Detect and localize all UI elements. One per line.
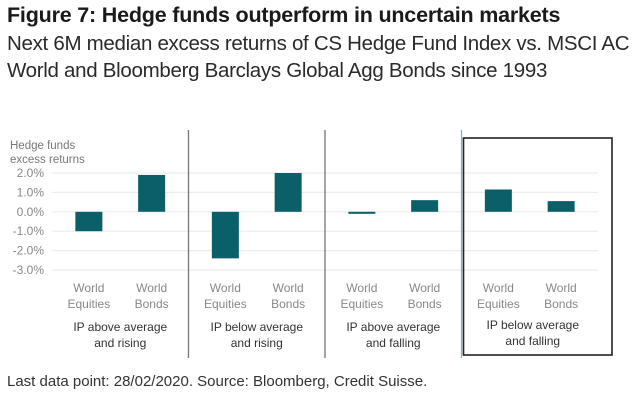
y-axis-label-line-1: Hedge funds <box>10 140 75 152</box>
group-label-line-1: IP above average <box>73 320 167 334</box>
y-tick-label: 0.0% <box>17 205 45 219</box>
category-label-line-2: Bonds <box>271 297 305 311</box>
bar <box>138 174 166 212</box>
y-tick-label: 2.0% <box>17 166 45 180</box>
group-label-line-1: IP below average <box>210 320 303 334</box>
group-dividers <box>187 130 463 358</box>
group-label-line-2: and rising <box>94 336 146 350</box>
y-axis: Hedge funds excess returns 2.0% 1.0% 0.0% -… <box>10 140 85 277</box>
y-tick-label: -3.0% <box>13 263 45 277</box>
category-label-line-2: Bonds <box>544 297 578 311</box>
highlight-box <box>462 137 613 356</box>
category-label-line-2: Equities <box>477 297 520 311</box>
bar <box>411 200 439 212</box>
category-label-line-2: Equities <box>68 297 111 311</box>
y-tick-label: -1.0% <box>13 224 45 238</box>
bar <box>547 201 575 212</box>
category-label-line-1: World <box>73 281 104 295</box>
group-label-line-2: and falling <box>366 336 421 350</box>
y-axis-label-line-2: excess returns <box>10 154 85 166</box>
bar <box>211 211 239 259</box>
bars <box>75 173 575 259</box>
group-label-line-1: IP above average <box>346 320 440 334</box>
y-tick-label: 1.0% <box>17 185 45 199</box>
bar <box>274 173 302 212</box>
category-label-line-1: World <box>546 281 577 295</box>
group-label-line-2: and falling <box>505 334 560 348</box>
category-label-line-1: World <box>273 281 304 295</box>
category-label-line-1: World <box>409 281 440 295</box>
bar <box>348 211 376 214</box>
category-label-line-2: Equities <box>341 297 384 311</box>
y-tick-label: -2.0% <box>13 244 45 258</box>
category-label-line-2: Bonds <box>408 297 442 311</box>
chart-title: Figure 7: Hedge funds outperform in unce… <box>7 3 561 27</box>
group-label-line-2: and rising <box>231 336 283 350</box>
category-label-line-2: Bonds <box>135 297 169 311</box>
bar <box>75 211 103 232</box>
chart-subtitle: Next 6M median excess returns of CS Hedg… <box>7 32 630 82</box>
source-note: Last data point: 28/02/2020. Source: Blo… <box>7 373 428 390</box>
category-labels: World Equities World Bonds IP above average a… <box>68 281 580 350</box>
group-label-line-1: IP below average <box>486 318 579 332</box>
highlight-rectangle <box>462 137 613 356</box>
category-label-line-2: Equities <box>204 297 247 311</box>
category-label-line-1: World <box>346 281 377 295</box>
category-label-line-1: World <box>210 281 241 295</box>
category-label-line-1: World <box>136 281 167 295</box>
category-label-line-1: World <box>483 281 514 295</box>
bar <box>484 189 512 212</box>
